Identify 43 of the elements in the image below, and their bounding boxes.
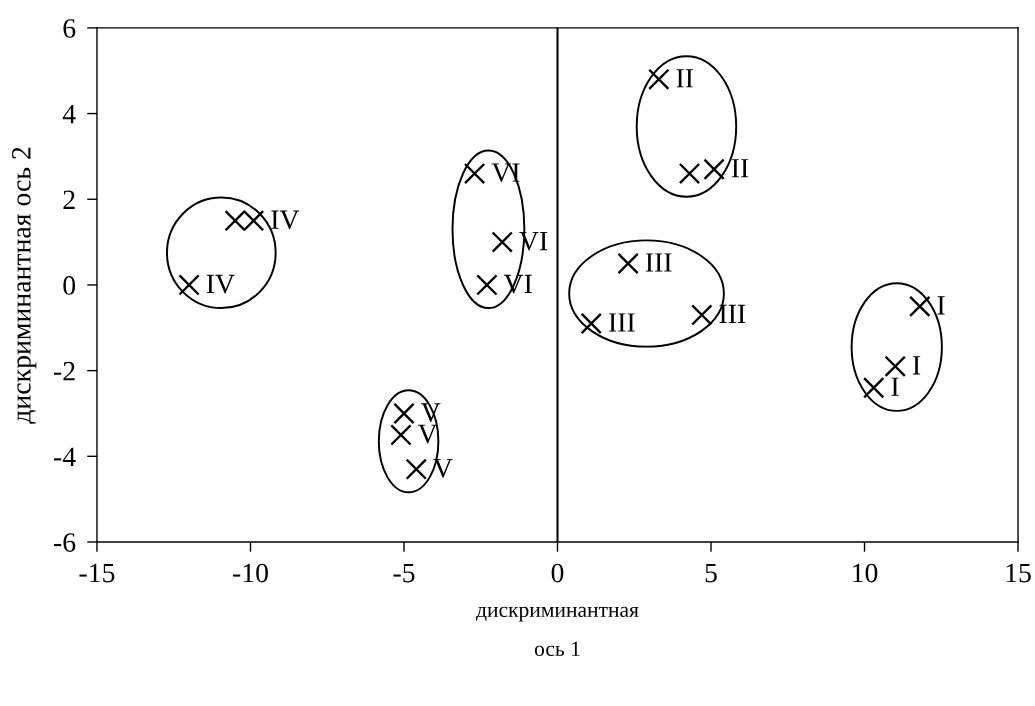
y-tick-label: 6 (63, 19, 76, 38)
point (691, 304, 713, 326)
data-label: I (891, 377, 899, 396)
y-tick-label: 4 (62, 104, 76, 124)
data-label: I (912, 356, 921, 375)
x-tick-label: -10 (233, 563, 268, 583)
data-label: V (433, 459, 453, 478)
data-label: II (676, 69, 694, 88)
x-tick-label: 10 (853, 563, 878, 583)
x-axis-title: дискриминантная ось 1 (476, 606, 639, 656)
x-tick-label: -5 (393, 563, 415, 583)
data-label: I (937, 296, 945, 315)
data-label: II (731, 159, 749, 178)
data-label: III (608, 313, 635, 332)
y-tick-label: -6 (54, 533, 76, 552)
point (476, 274, 498, 296)
point (178, 274, 200, 296)
point (393, 402, 415, 425)
point (648, 68, 670, 91)
y-tick-label: 0 (63, 276, 76, 295)
x-tick-label: -15 (79, 563, 115, 583)
y-tick-label: -2 (54, 361, 75, 381)
y-tick-label: 2 (63, 190, 75, 209)
data-label: III (719, 304, 746, 323)
point (862, 377, 885, 399)
point (463, 162, 486, 185)
y-axis-title: дискриминантная ось 2 (12, 147, 37, 424)
y-tick-label: -4 (54, 447, 76, 466)
point (580, 312, 603, 335)
x-tick-label: 0 (551, 563, 564, 583)
point (491, 231, 513, 253)
point (617, 252, 639, 275)
point (703, 158, 725, 181)
x-tick-label: 15 (1006, 563, 1031, 583)
data-label: IV (206, 274, 235, 294)
point (390, 424, 412, 446)
data-label: IV (271, 210, 300, 230)
point (405, 458, 428, 480)
point (884, 355, 906, 378)
x-tick-label: 5 (705, 563, 717, 583)
point (678, 162, 701, 185)
data-label: III (645, 253, 672, 272)
point (909, 295, 931, 318)
